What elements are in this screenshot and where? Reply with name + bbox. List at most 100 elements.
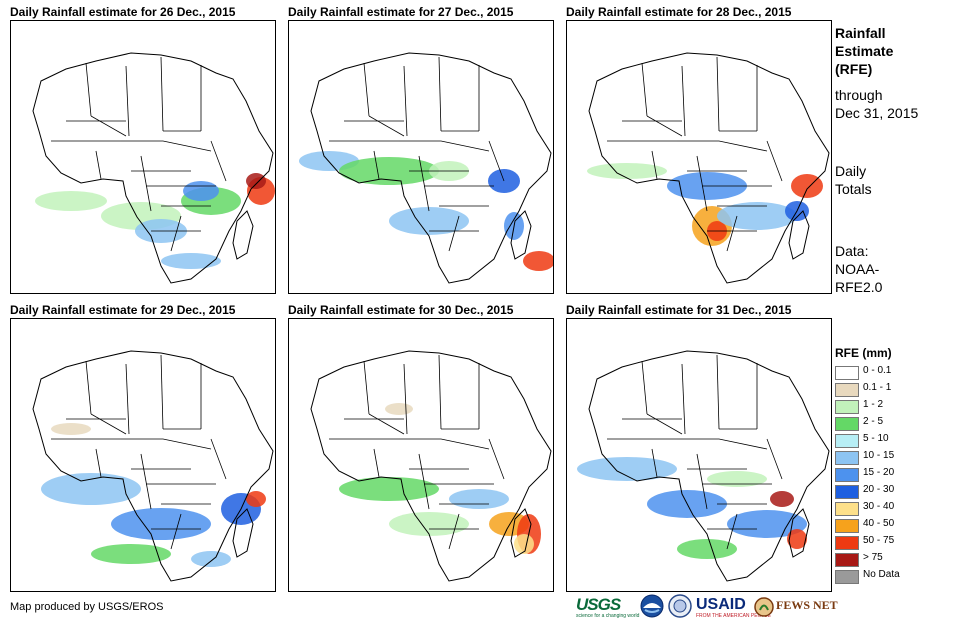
data-source-line: RFE2.0 xyxy=(835,278,882,296)
state-dept-seal-icon xyxy=(668,594,692,620)
map-panel-dec-26: Daily Rainfall estimate for 26 Dec., 201… xyxy=(10,4,278,294)
panel-title: Daily Rainfall estimate for 30 Dec., 201… xyxy=(288,302,556,318)
rainfall-area xyxy=(514,534,534,554)
legend-swatch xyxy=(835,451,859,465)
legend-item: 2 - 5 xyxy=(835,415,955,432)
map-credit: Map produced by USGS/EROS xyxy=(10,601,163,613)
panel-title: Daily Rainfall estimate for 27 Dec., 201… xyxy=(288,4,556,20)
legend-label: 0 - 0.1 xyxy=(863,365,891,376)
fews-net-logo-text: FEWS NET xyxy=(776,598,838,613)
legend-swatch xyxy=(835,383,859,397)
africa-map xyxy=(11,21,275,293)
legend-swatch xyxy=(835,417,859,431)
legend-swatch xyxy=(835,519,859,533)
rainfall-map xyxy=(566,20,832,294)
rainfall-map xyxy=(566,318,832,592)
legend-label: 10 - 15 xyxy=(863,450,894,461)
rainfall-area xyxy=(91,544,171,564)
rainfall-area xyxy=(770,491,794,507)
legend-item: 20 - 30 xyxy=(835,483,955,500)
totals-text: Daily Totals xyxy=(835,162,872,198)
period-line: through xyxy=(835,86,918,104)
rainfall-area xyxy=(183,181,219,201)
map-panel-dec-27: Daily Rainfall estimate for 27 Dec., 201… xyxy=(288,4,556,294)
rainfall-area xyxy=(41,473,141,505)
legend: RFE (mm) 0 - 0.1 0.1 - 1 1 - 2 2 - 5 5 - 10 1… xyxy=(835,346,955,585)
legend-swatch xyxy=(835,366,859,380)
legend-label: 5 - 10 xyxy=(863,433,889,444)
panel-title: Daily Rainfall estimate for 29 Dec., 201… xyxy=(10,302,278,318)
legend-item: 40 - 50 xyxy=(835,517,955,534)
legend-label: 15 - 20 xyxy=(863,467,894,478)
legend-label: 30 - 40 xyxy=(863,501,894,512)
rainfall-area xyxy=(191,551,231,567)
noaa-logo-icon xyxy=(640,594,664,620)
rainfall-area xyxy=(523,251,553,271)
africa-map xyxy=(289,319,553,591)
rainfall-area xyxy=(449,489,509,509)
legend-label: 2 - 5 xyxy=(863,416,883,427)
map-panel-dec-28: Daily Rainfall estimate for 28 Dec., 201… xyxy=(566,4,834,294)
legend-label: 40 - 50 xyxy=(863,518,894,529)
legend-item: 15 - 20 xyxy=(835,466,955,483)
product-title-line: (RFE) xyxy=(835,60,893,78)
legend-item: 1 - 2 xyxy=(835,398,955,415)
legend-swatch xyxy=(835,570,859,584)
product-title-line: Estimate xyxy=(835,42,893,60)
rainfall-area xyxy=(587,163,667,179)
legend-item: 0 - 0.1 xyxy=(835,364,955,381)
legend-label: No Data xyxy=(863,569,900,580)
period-line: Dec 31, 2015 xyxy=(835,104,918,122)
data-source-line: Data: xyxy=(835,242,882,260)
rainfall-area xyxy=(246,173,266,189)
rainfall-area xyxy=(51,423,91,435)
legend-item: 50 - 75 xyxy=(835,534,955,551)
legend-label: 0.1 - 1 xyxy=(863,382,891,393)
legend-label: 50 - 75 xyxy=(863,535,894,546)
legend-title: RFE (mm) xyxy=(835,346,955,360)
rainfall-area xyxy=(246,491,266,507)
panel-title: Daily Rainfall estimate for 31 Dec., 201… xyxy=(566,302,834,318)
legend-swatch xyxy=(835,536,859,550)
totals-line: Daily xyxy=(835,162,872,180)
map-panel-dec-29: Daily Rainfall estimate for 29 Dec., 201… xyxy=(10,302,278,592)
product-title: Rainfall Estimate (RFE) xyxy=(835,24,893,78)
usgs-logo-text: USGS xyxy=(576,595,620,615)
legend-label: 20 - 30 xyxy=(863,484,894,495)
agency-logos: USGS science for a changing world USAID … xyxy=(576,594,826,620)
legend-item: 5 - 10 xyxy=(835,432,955,449)
legend-item: No Data xyxy=(835,568,955,585)
rainfall-map xyxy=(288,318,554,592)
usaid-logo-text: USAID xyxy=(696,596,746,614)
africa-map xyxy=(289,21,553,293)
africa-map xyxy=(567,319,831,591)
panel-title: Daily Rainfall estimate for 28 Dec., 201… xyxy=(566,4,834,20)
legend-label: 1 - 2 xyxy=(863,399,883,410)
legend-swatch xyxy=(835,434,859,448)
legend-item: 0.1 - 1 xyxy=(835,381,955,398)
map-panel-dec-31: Daily Rainfall estimate for 31 Dec., 201… xyxy=(566,302,834,592)
rainfall-area xyxy=(111,508,211,540)
data-source-text: Data: NOAA- RFE2.0 xyxy=(835,242,882,296)
land-fill xyxy=(33,53,273,283)
rainfall-area xyxy=(161,253,221,269)
rainfall-map xyxy=(10,318,276,592)
data-source-line: NOAA- xyxy=(835,260,882,278)
legend-swatch xyxy=(835,468,859,482)
legend-item: 30 - 40 xyxy=(835,500,955,517)
rainfall-area xyxy=(385,403,413,415)
map-panel-dec-30: Daily Rainfall estimate for 30 Dec., 201… xyxy=(288,302,556,592)
rainfall-area xyxy=(677,539,737,559)
legend-item: > 75 xyxy=(835,551,955,568)
fews-net-logo: FEWS NET xyxy=(754,594,826,620)
panel-title: Daily Rainfall estimate for 26 Dec., 201… xyxy=(10,4,278,20)
legend-label: > 75 xyxy=(863,552,883,563)
period-text: through Dec 31, 2015 xyxy=(835,86,918,122)
rainfall-area xyxy=(389,512,469,536)
rainfall-area xyxy=(707,471,767,487)
africa-map xyxy=(11,319,275,591)
usgs-tagline: science for a changing world xyxy=(576,613,639,619)
totals-line: Totals xyxy=(835,180,872,198)
rainfall-map xyxy=(288,20,554,294)
usaid-logo: USAID FROM THE AMERICAN PEOPLE xyxy=(696,594,752,620)
